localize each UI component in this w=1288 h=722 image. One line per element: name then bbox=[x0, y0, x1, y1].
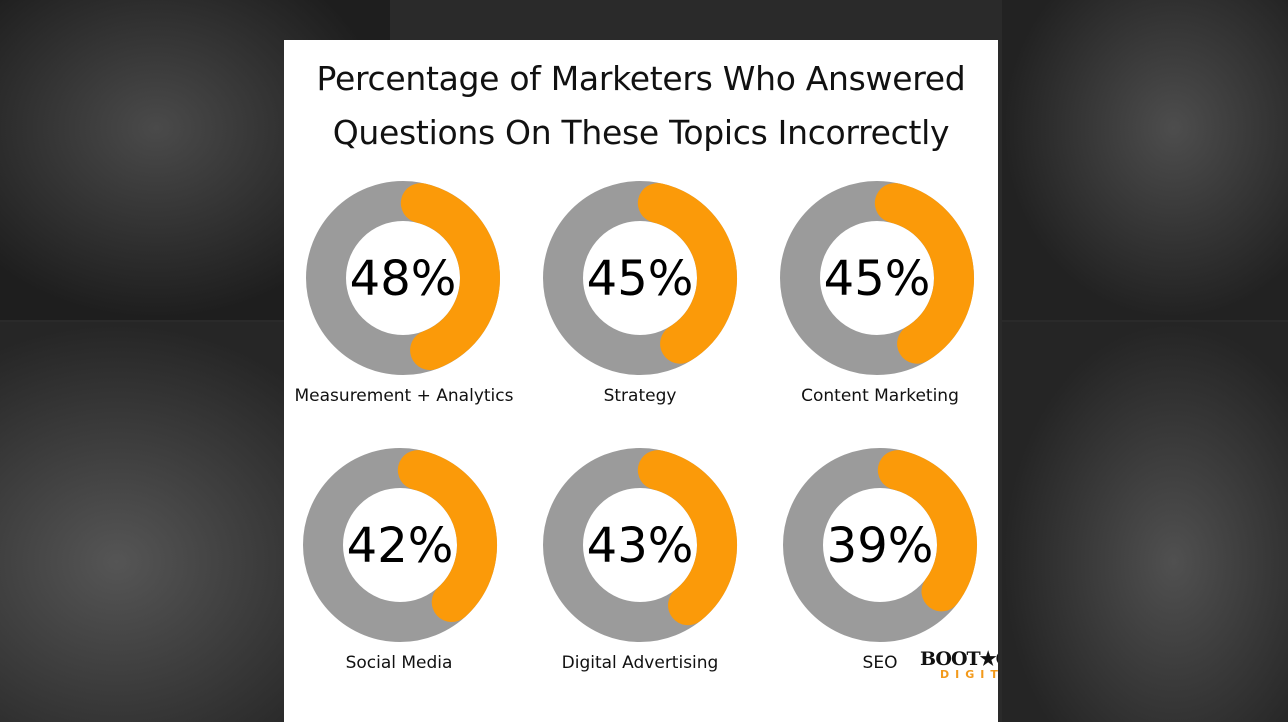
chart-title: Percentage of Marketers Who Answered Que… bbox=[284, 52, 998, 160]
title-line-2: Questions On These Topics Incorrectly bbox=[332, 113, 950, 152]
category-label: Measurement + Analytics bbox=[294, 386, 514, 406]
category-label: Digital Advertising bbox=[561, 653, 719, 673]
value-label: 42% bbox=[347, 518, 454, 574]
donut-grid: 48% 45% 45% 42% 43% 39% bbox=[303, 181, 977, 642]
category-label: SEO bbox=[862, 653, 898, 673]
donut-value-arc bbox=[877, 450, 977, 612]
donut-value-arc bbox=[637, 183, 737, 364]
title-line-1: Percentage of Marketers Who Answered bbox=[316, 59, 966, 98]
donut-value-arc bbox=[874, 183, 974, 364]
value-label: 43% bbox=[587, 518, 694, 574]
infographic-card: Percentage of Marketers Who Answered Que… bbox=[284, 40, 998, 722]
donut-value-arc bbox=[397, 450, 497, 623]
category-label: Strategy bbox=[603, 386, 677, 406]
background-video-tile bbox=[1002, 322, 1288, 722]
value-label: 45% bbox=[824, 251, 931, 307]
background-video-tile bbox=[1002, 0, 1288, 320]
value-label: 48% bbox=[350, 251, 457, 307]
value-label: 45% bbox=[587, 251, 694, 307]
donut-value-arc bbox=[637, 450, 737, 626]
bootcamp-digital-logo: BOOT★CA DIGITA bbox=[920, 648, 998, 681]
category-label: Content Marketing bbox=[801, 386, 959, 406]
donut-value-arc bbox=[400, 183, 500, 371]
category-label: Social Media bbox=[345, 653, 453, 673]
value-label: 39% bbox=[827, 518, 934, 574]
